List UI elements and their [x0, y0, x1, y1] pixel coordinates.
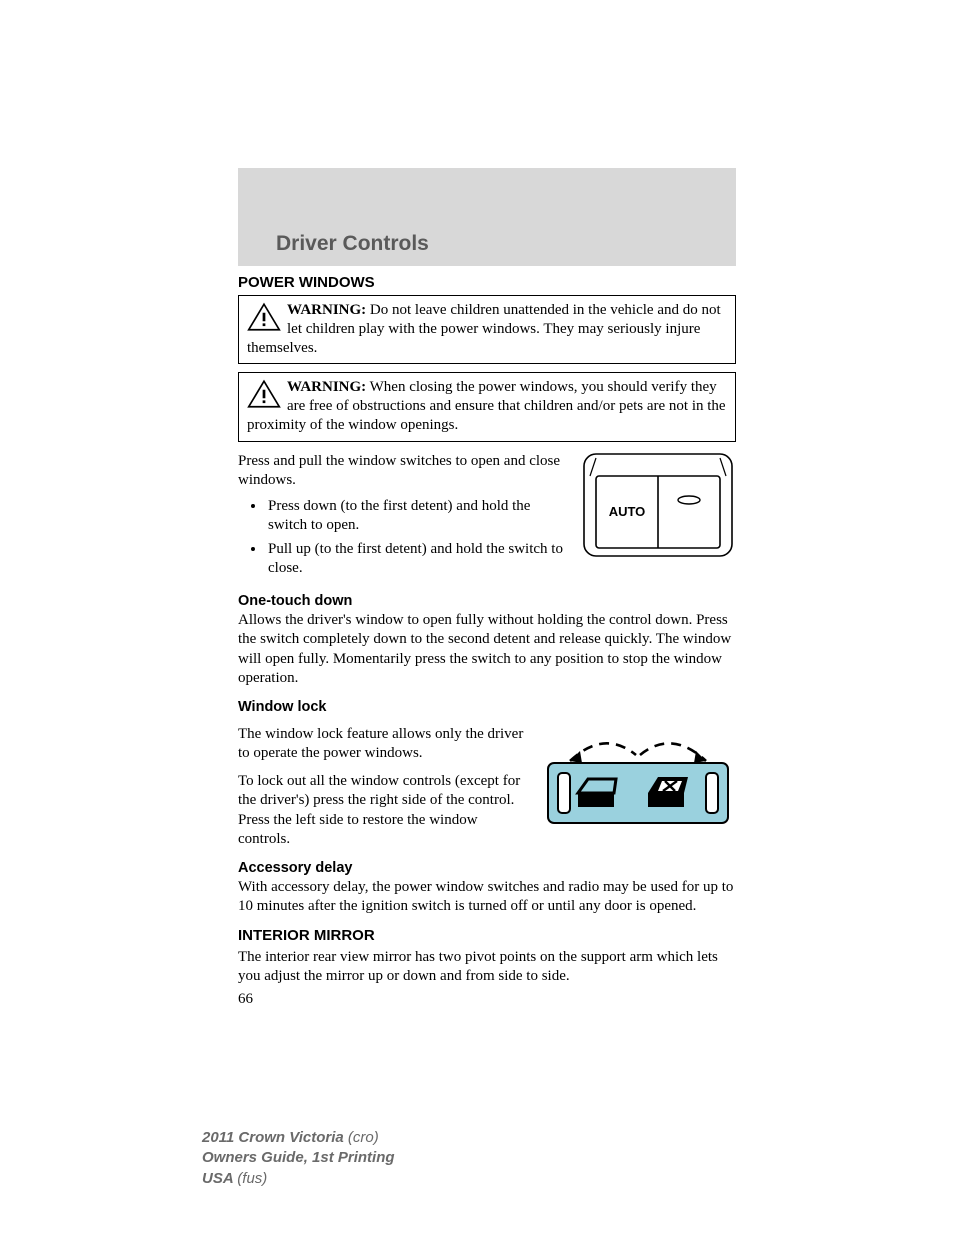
warning-box-2: WARNING: When closing the power windows,… — [238, 372, 736, 441]
warning-icon — [247, 302, 281, 332]
chapter-title: Driver Controls — [276, 232, 429, 256]
one-touch-text: Allows the driver's window to open fully… — [238, 611, 736, 689]
window-lock-p1: The window lock feature allows only the … — [238, 725, 526, 764]
window-lock-p2: To lock out all the window controls (exc… — [238, 772, 526, 850]
section-power-windows: POWER WINDOWS — [238, 274, 736, 291]
bullet-item: Pull up (to the first detent) and hold t… — [266, 540, 566, 579]
section-interior: INTERIOR MIRROR — [238, 927, 736, 944]
footer-line-1: 2011 Crown Victoria (cro) — [202, 1128, 395, 1148]
window-lock-figure — [540, 723, 736, 835]
warning-icon — [247, 379, 281, 409]
sub-window-lock: Window lock — [238, 699, 736, 715]
sub-accessory: Accessory delay — [238, 860, 736, 876]
switch-row: Press and pull the window switches to op… — [238, 450, 736, 583]
interior-text: The interior rear view mirror has two pi… — [238, 948, 736, 987]
bullet-item: Press down (to the first detent) and hol… — [266, 497, 566, 536]
auto-label: AUTO — [609, 504, 646, 519]
footer-line-2: Owners Guide, 1st Printing — [202, 1148, 395, 1168]
footer-line-3: USA (fus) — [202, 1169, 395, 1189]
window-lock-row: The window lock feature allows only the … — [238, 723, 736, 850]
accessory-text: With accessory delay, the power window s… — [238, 878, 736, 917]
switch-bullets: Press down (to the first detent) and hol… — [266, 497, 566, 579]
page-content: Driver Controls POWER WINDOWS WARNING: D… — [238, 168, 736, 1008]
window-switch-figure: AUTO — [580, 450, 736, 560]
header-band: Driver Controls — [238, 168, 736, 266]
sub-one-touch: One-touch down — [238, 593, 736, 609]
warning-label: WARNING: — [287, 302, 366, 318]
warning-box-1: WARNING: Do not leave children unattende… — [238, 295, 736, 364]
page-number: 66 — [238, 991, 736, 1008]
footer: 2011 Crown Victoria (cro) Owners Guide, … — [202, 1128, 395, 1189]
warning-label: WARNING: — [287, 379, 366, 395]
switch-intro: Press and pull the window switches to op… — [238, 452, 566, 491]
